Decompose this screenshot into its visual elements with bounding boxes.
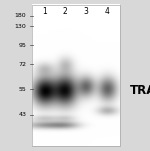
Text: 1: 1 bbox=[42, 7, 47, 16]
Text: 130: 130 bbox=[15, 24, 26, 29]
Text: 180: 180 bbox=[15, 13, 26, 18]
Text: 72: 72 bbox=[18, 62, 26, 67]
Text: 43: 43 bbox=[18, 112, 26, 117]
Text: 3: 3 bbox=[84, 7, 89, 16]
Text: 55: 55 bbox=[18, 87, 26, 92]
Text: 2: 2 bbox=[63, 7, 68, 16]
Bar bbox=[32, 5, 120, 146]
Text: TRAF2: TRAF2 bbox=[130, 84, 150, 97]
Text: 4: 4 bbox=[105, 7, 110, 16]
Text: 95: 95 bbox=[18, 43, 26, 48]
